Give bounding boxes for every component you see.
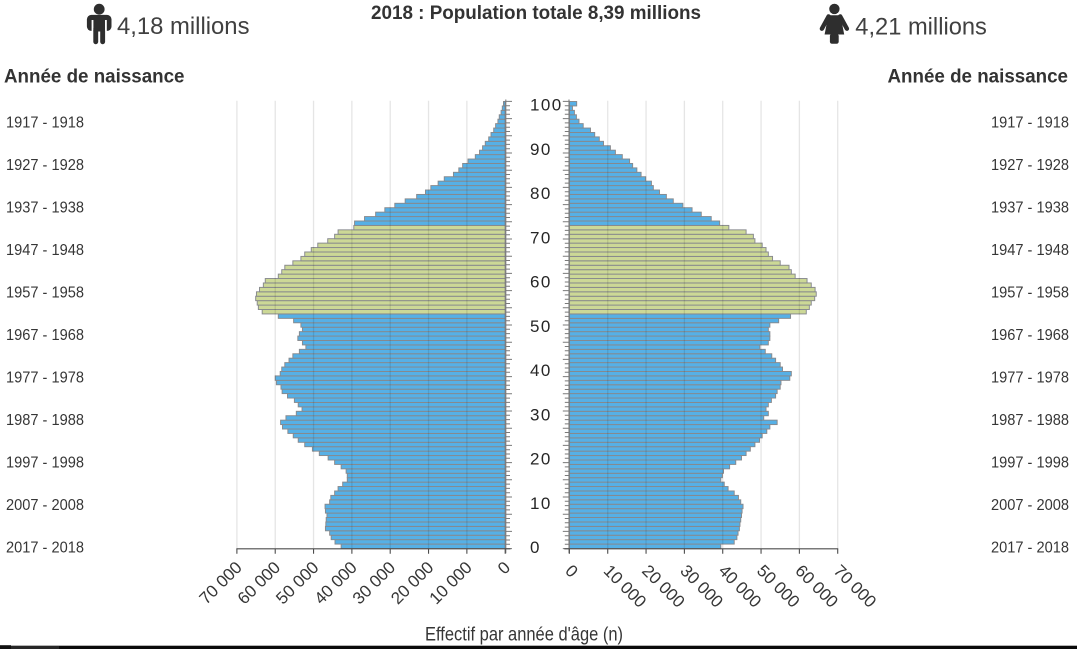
svg-text:60: 60: [530, 273, 552, 292]
svg-text:10: 10: [530, 494, 552, 513]
svg-text:4,18 millions: 4,18 millions: [117, 13, 250, 40]
svg-text:2018 : Population totale 8,39: 2018 : Population totale 8,39 millions: [371, 3, 701, 24]
svg-text:1917 - 1918: 1917 - 1918: [991, 115, 1069, 132]
svg-text:1937 - 1938: 1937 - 1938: [6, 200, 84, 217]
svg-text:4,21 millions: 4,21 millions: [855, 14, 987, 41]
svg-text:1967 - 1968: 1967 - 1968: [6, 327, 84, 344]
svg-text:2007 - 2008: 2007 - 2008: [991, 497, 1069, 514]
svg-text:1977 - 1978: 1977 - 1978: [6, 370, 84, 387]
svg-text:70: 70: [530, 228, 552, 247]
svg-text:20: 20: [530, 450, 552, 469]
svg-text:1927 - 1928: 1927 - 1928: [6, 157, 84, 174]
svg-text:1987 - 1988: 1987 - 1988: [991, 412, 1069, 429]
svg-text:2017 - 2018: 2017 - 2018: [6, 540, 84, 557]
svg-text:80: 80: [530, 184, 552, 203]
svg-text:100: 100: [530, 96, 563, 115]
svg-text:90: 90: [530, 140, 552, 159]
svg-text:Année de naissance: Année de naissance: [888, 67, 1069, 88]
svg-text:1927 - 1928: 1927 - 1928: [991, 157, 1069, 174]
svg-text:1967 - 1968: 1967 - 1968: [991, 327, 1069, 344]
svg-text:1917 - 1918: 1917 - 1918: [6, 115, 84, 132]
svg-text:1957 - 1958: 1957 - 1958: [991, 285, 1069, 302]
svg-text:1977 - 1978: 1977 - 1978: [991, 370, 1069, 387]
svg-text:2017 - 2018: 2017 - 2018: [991, 540, 1069, 557]
svg-text:2007 - 2008: 2007 - 2008: [6, 497, 84, 514]
svg-text:1947 - 1948: 1947 - 1948: [991, 242, 1069, 259]
svg-text:1937 - 1938: 1937 - 1938: [991, 200, 1069, 217]
svg-text:Effectif par année d'âge (n): Effectif par année d'âge (n): [425, 625, 623, 646]
svg-text:1997 - 1998: 1997 - 1998: [6, 455, 84, 472]
svg-text:30: 30: [530, 405, 552, 424]
svg-text:50: 50: [530, 317, 552, 336]
svg-text:1997 - 1998: 1997 - 1998: [991, 455, 1069, 472]
svg-text:1987 - 1988: 1987 - 1988: [6, 412, 84, 429]
svg-text:1957 - 1958: 1957 - 1958: [6, 285, 84, 302]
svg-text:40: 40: [530, 361, 552, 380]
svg-text:0: 0: [530, 538, 541, 557]
svg-text:Année de naissance: Année de naissance: [4, 67, 185, 88]
svg-text:1947 - 1948: 1947 - 1948: [6, 242, 84, 259]
